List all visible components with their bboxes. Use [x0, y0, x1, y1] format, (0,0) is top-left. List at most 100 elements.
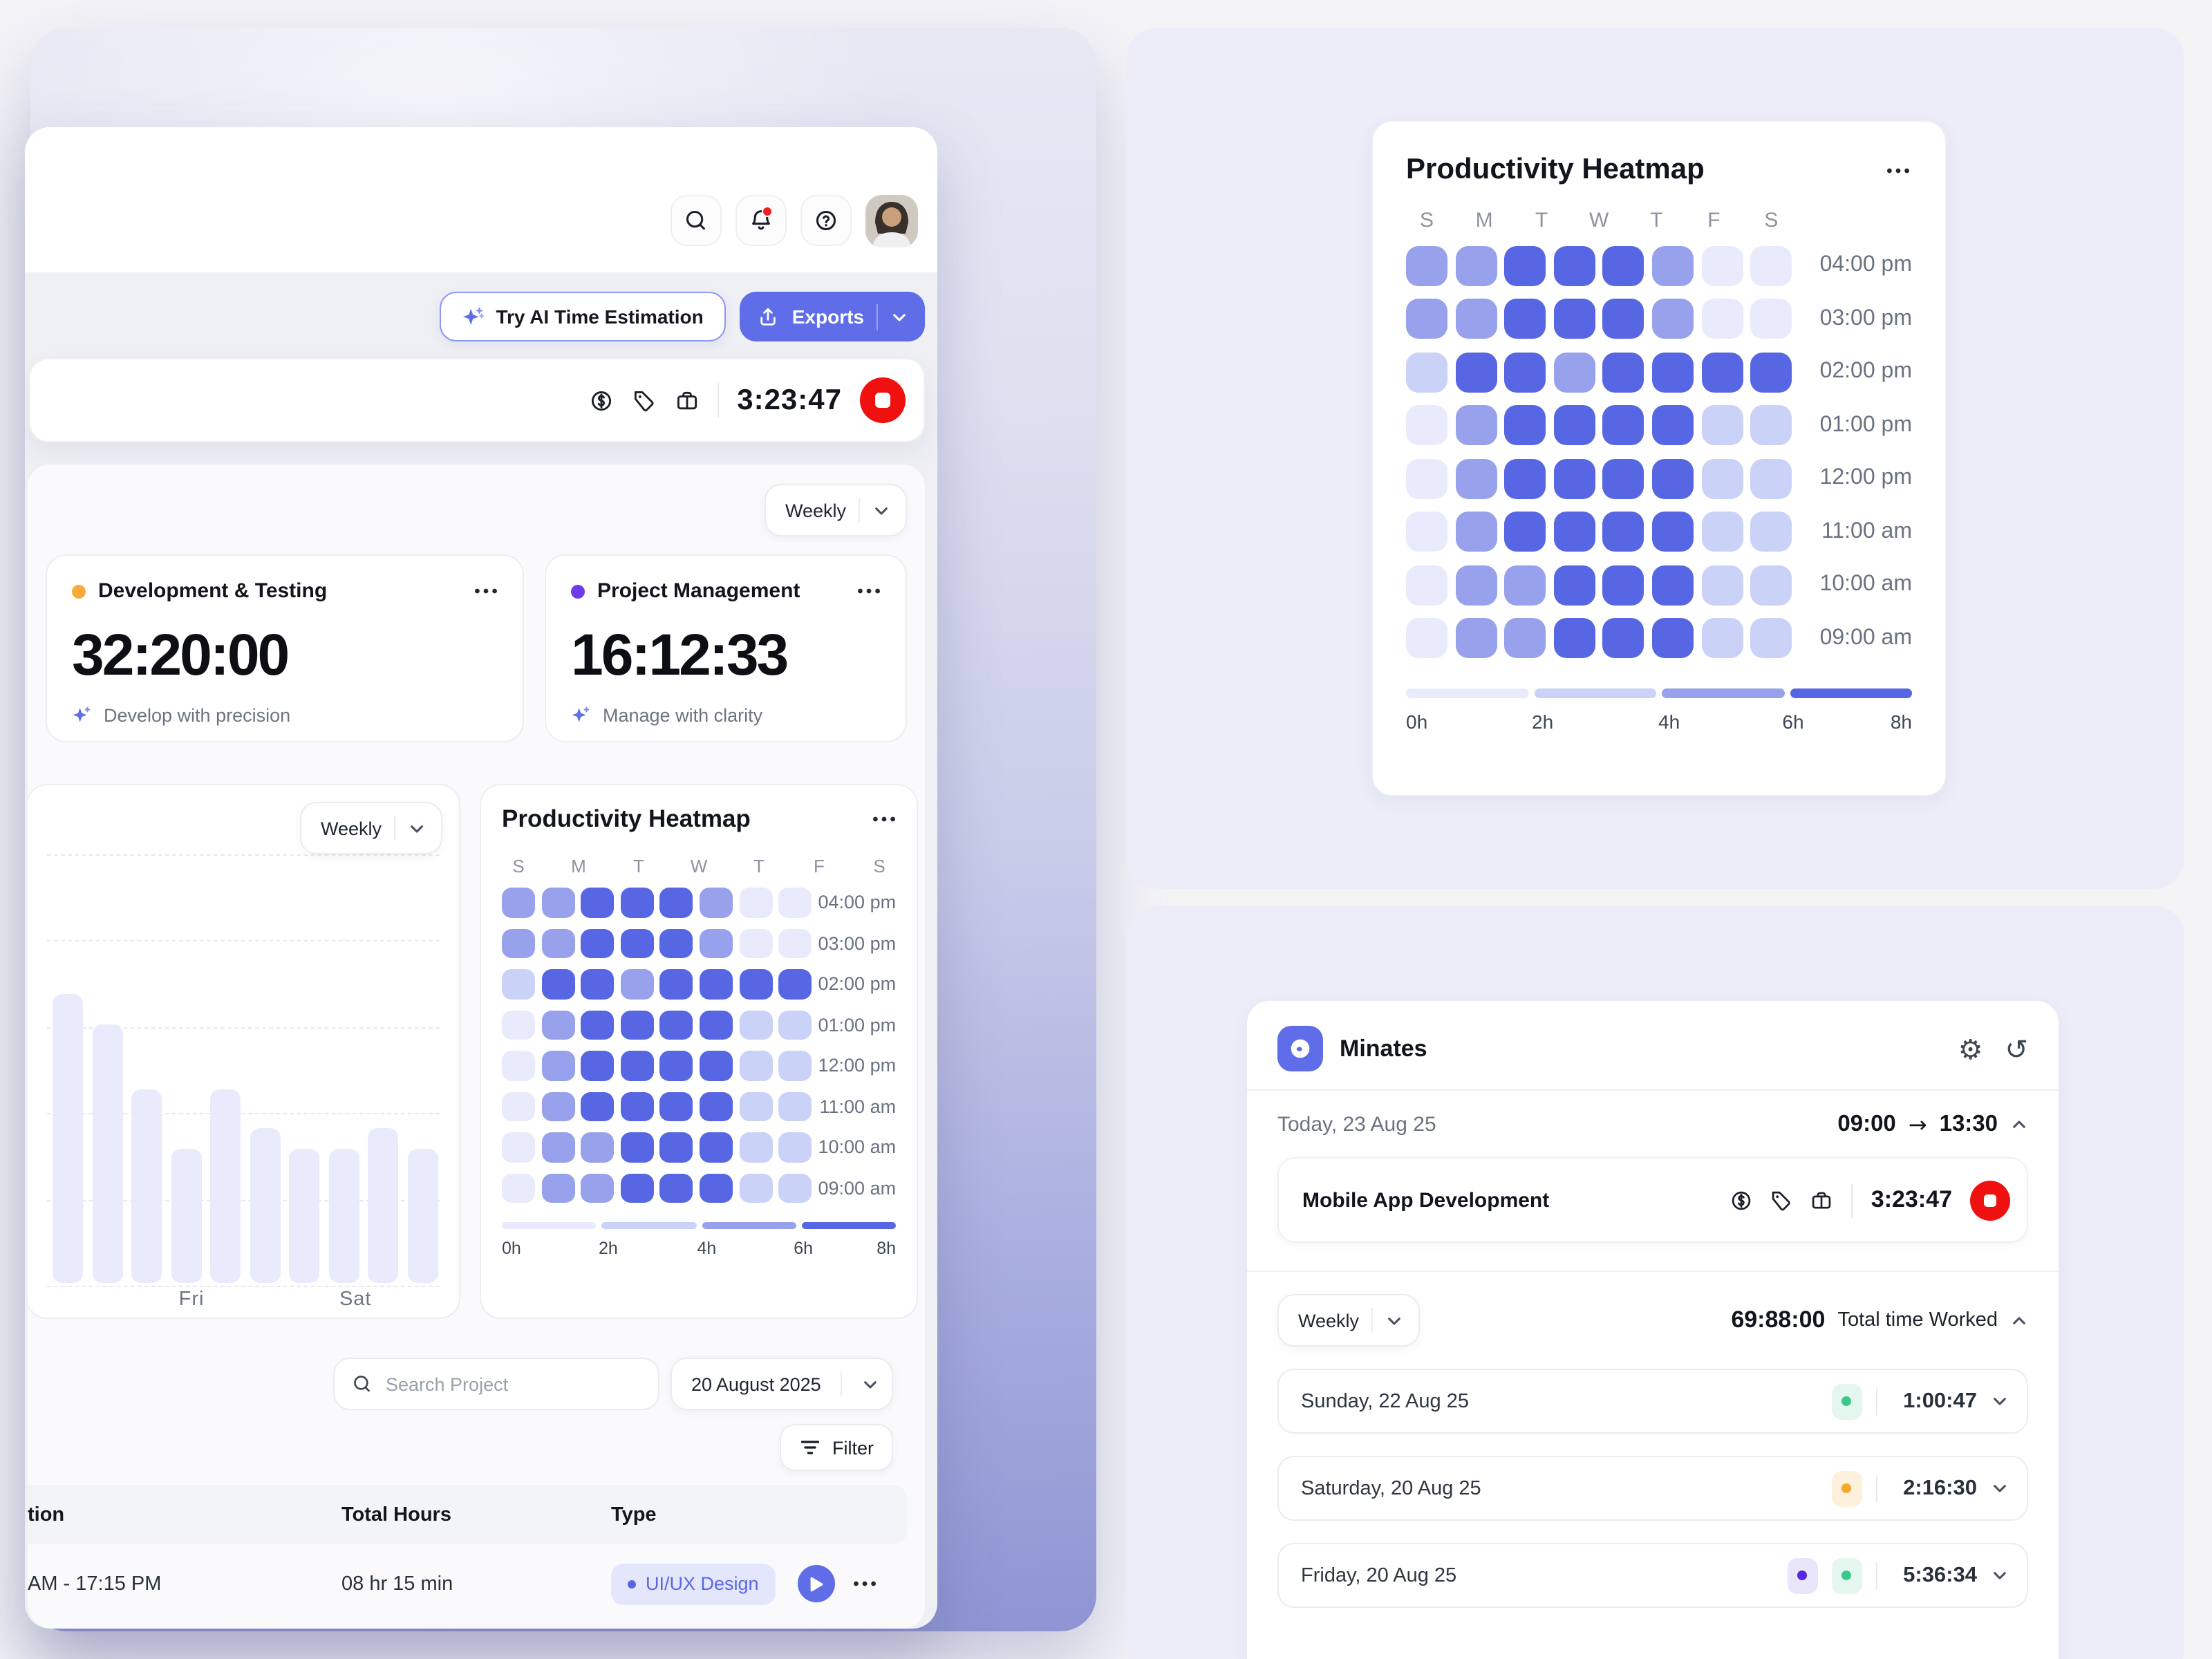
today-row[interactable]: Today, 23 Aug 25 09:00 → 13:30 — [1277, 1112, 2028, 1138]
more-menu-icon[interactable] — [1884, 167, 1912, 174]
day-label: T — [753, 856, 765, 877]
status-dot-badge — [1831, 1470, 1862, 1506]
date-select[interactable]: 20 August 2025 — [671, 1358, 893, 1410]
heatmap-cell — [1553, 458, 1595, 498]
chevron-down-icon — [411, 825, 423, 832]
more-menu-icon[interactable] — [474, 588, 498, 594]
search-icon — [354, 1376, 370, 1392]
heatmap-title: Productivity Heatmap — [502, 805, 751, 832]
help-button[interactable] — [800, 195, 852, 246]
gridline — [47, 1113, 440, 1115]
heatmap-cell — [1455, 512, 1497, 552]
exports-button[interactable]: Exports — [739, 292, 925, 341]
cell-total-hours: 08 hr 15 min — [341, 1573, 453, 1595]
heatmap-cell — [739, 1091, 773, 1121]
divider — [717, 383, 720, 418]
heatmap-time-label: 01:00 pm — [1819, 413, 1912, 436]
day-label: T — [1535, 209, 1548, 232]
table-row: AM - 17:15 PM 08 hr 15 min UI/UX Design — [28, 1544, 907, 1623]
minates-logo — [1277, 1026, 1323, 1071]
heatmap-legend — [1406, 688, 1912, 698]
badge-label: UI/UX Design — [646, 1573, 759, 1594]
heatmap-cell — [581, 928, 615, 958]
minates-logo-icon — [1291, 1039, 1310, 1058]
category-dot — [72, 584, 86, 598]
history-icon[interactable]: ↺ — [2005, 1032, 2028, 1065]
stat-subtitle: Develop with precision — [104, 705, 291, 726]
heatmap-cell — [659, 1051, 693, 1080]
time-entries-table: tion Total Hours Type AM - 17:15 PM 08 h… — [28, 1485, 907, 1623]
today-label: Today, 23 Aug 25 — [1277, 1113, 1436, 1136]
heatmap-cell — [1602, 299, 1644, 339]
main-app-window: Try AI Time Estimation Exports 3:23:47 — [25, 127, 937, 1629]
briefcase-icon[interactable] — [674, 388, 699, 413]
play-button[interactable] — [798, 1565, 835, 1602]
billable-icon[interactable] — [1730, 1188, 1753, 1212]
heatmap-cell — [502, 888, 535, 917]
heatmap-cell — [659, 928, 693, 958]
active-task-row: Mobile App Development 3:23:47 — [1277, 1157, 2028, 1243]
more-menu-icon[interactable] — [872, 816, 896, 823]
heatmap-cell — [1750, 565, 1792, 605]
legend-label: 8h — [877, 1239, 897, 1258]
heatmap-time-label: 10:00 am — [818, 1136, 897, 1158]
heatmap-row: 10:00 am — [502, 1132, 896, 1162]
heatmap-cell — [1504, 405, 1546, 445]
chevron-up-icon[interactable] — [2010, 1116, 2028, 1134]
heatmap-cell — [1553, 245, 1595, 285]
search-button[interactable] — [671, 195, 722, 246]
bar — [92, 1024, 122, 1283]
x-axis-label: Fri — [178, 1288, 205, 1311]
legend-label: 6h — [1782, 711, 1804, 733]
gridline — [47, 1286, 440, 1287]
stop-icon — [1984, 1194, 1996, 1206]
try-ai-button[interactable]: Try AI Time Estimation — [439, 292, 726, 341]
tag-icon[interactable] — [631, 388, 656, 413]
stat-card-development: Development & Testing 32:20:00 Develop w… — [46, 554, 524, 742]
settings-gear-icon[interactable]: ⚙ — [1958, 1032, 1983, 1065]
stop-button[interactable] — [860, 377, 906, 423]
search-input[interactable] — [386, 1374, 641, 1394]
heatmap-cell — [778, 1010, 812, 1040]
heatmap-cell — [699, 969, 733, 999]
period-select-main[interactable]: Weekly — [764, 484, 907, 536]
legend-segment — [801, 1222, 897, 1229]
heatmap-row: 04:00 pm — [1406, 245, 1912, 285]
heatmap-cell — [1553, 299, 1595, 339]
stop-button[interactable] — [1970, 1180, 2010, 1220]
billable-icon[interactable] — [588, 388, 613, 413]
heatmap-time-label: 09:00 am — [1819, 626, 1912, 649]
hours-bar-chart-card: Weekly Fri Sat — [28, 784, 460, 1319]
heatmap-cell — [659, 1010, 693, 1040]
bar-plot: Fri Sat — [28, 785, 459, 1318]
divider — [1247, 1089, 2059, 1091]
period-select-chart[interactable]: Weekly — [299, 802, 442, 854]
chevron-up-icon[interactable] — [2010, 1311, 2028, 1329]
heatmap-cell — [541, 888, 575, 917]
heatmap-cell — [1504, 618, 1546, 658]
stat-subtitle: Manage with clarity — [603, 705, 763, 726]
stat-cards: Development & Testing 32:20:00 Develop w… — [46, 554, 907, 742]
status-dot — [1841, 1483, 1852, 1493]
heatmap-cell — [1701, 245, 1743, 285]
period-select-minates[interactable]: Weekly — [1277, 1294, 1421, 1347]
heatmap-cell — [1750, 245, 1792, 285]
heatmap-cell — [502, 1173, 535, 1203]
tag-icon[interactable] — [1770, 1188, 1793, 1212]
heatmap-cell — [1602, 618, 1644, 658]
heatmap-legend-labels: 0h 2h 4h 6h 8h — [502, 1239, 896, 1259]
day-row[interactable]: Sunday, 22 Aug 25 1:00:47 — [1277, 1369, 2028, 1434]
day-row[interactable]: Saturday, 20 Aug 25 2:16:30 — [1277, 1456, 2028, 1521]
more-menu-icon[interactable] — [857, 588, 881, 594]
more-menu-icon[interactable] — [853, 1580, 877, 1587]
avatar[interactable] — [865, 194, 918, 247]
heatmap-cell — [739, 969, 773, 999]
day-row[interactable]: Friday, 20 Aug 25 5:36:34 — [1277, 1543, 2028, 1608]
heatmap-row: 04:00 pm — [502, 888, 896, 917]
heatmap-row: 03:00 pm — [1406, 299, 1912, 339]
notifications-button[interactable] — [735, 195, 787, 246]
briefcase-icon[interactable] — [1810, 1188, 1833, 1212]
sparkle-icon — [462, 306, 484, 324]
date-select-value: 20 August 2025 — [691, 1374, 821, 1394]
filter-button[interactable]: Filter — [780, 1424, 893, 1471]
